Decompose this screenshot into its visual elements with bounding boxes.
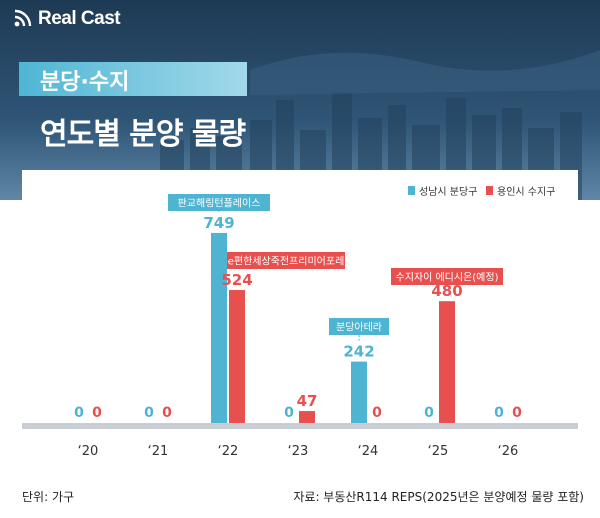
- x-tick-label: ‘24: [358, 444, 379, 459]
- x-tick-label: ‘20: [78, 444, 99, 459]
- data-label: 524: [221, 271, 252, 289]
- callout-label: 수지자이 에디시온(예정): [396, 272, 499, 284]
- data-label: 0: [162, 405, 172, 421]
- callout-box: [168, 194, 270, 211]
- region-tag: 분당·수지: [40, 70, 130, 95]
- data-label: 749: [203, 214, 234, 232]
- data-label: 242: [343, 343, 374, 361]
- page-title: 연도별 분양 물량: [40, 117, 246, 152]
- legend-swatch: [408, 186, 415, 195]
- unit-note: 단위: 가구: [22, 490, 75, 504]
- bar: [351, 361, 367, 423]
- title-highlight-band: [19, 62, 247, 96]
- signal-waves-icon: [14, 9, 32, 27]
- legend-label: 성남시 분당구: [419, 186, 477, 198]
- data-label: 0: [512, 405, 522, 421]
- callout-label: e편한세상죽전프리미어포레: [228, 256, 345, 268]
- x-tick-label: ‘26: [498, 444, 519, 459]
- data-label: 47: [297, 392, 318, 410]
- x-tick-label: ‘22: [218, 444, 239, 459]
- x-tick-label: ‘21: [148, 444, 169, 459]
- callout-box: [391, 268, 503, 285]
- data-label: 0: [74, 405, 84, 421]
- x-tick-label: ‘25: [428, 444, 449, 459]
- chart-panel: 성남시 분당구 용인시 수지구 0 0 ‘20 0 0 ‘21 749 524 ‘22 0 47 ‘23 2…: [22, 170, 578, 482]
- callout-label: 분당아테라: [336, 322, 382, 334]
- brand-logo: Real Cast: [12, 8, 121, 30]
- data-label: 0: [372, 405, 382, 421]
- data-label: 0: [424, 405, 434, 421]
- callout-box: [227, 252, 345, 269]
- data-label: 0: [494, 405, 504, 421]
- data-label: 0: [284, 405, 294, 421]
- legend-label: 용인시 수지구: [497, 186, 555, 198]
- callout-box: [329, 318, 389, 335]
- data-label: 480: [431, 282, 462, 300]
- callout-label: 판교해링턴플레이스: [178, 197, 261, 210]
- x-tick-label: ‘23: [288, 444, 309, 459]
- brand-name: Real Cast: [38, 8, 121, 29]
- data-label: 0: [92, 405, 102, 421]
- baseline-band: [22, 423, 578, 429]
- bar: [229, 290, 245, 423]
- bar: [439, 301, 455, 423]
- header-banner: Real Cast 분당·수지 연도별 분양 물량: [0, 0, 600, 200]
- data-label: 0: [144, 405, 154, 421]
- source-note: 자료: 부동산R114 REPS(2025년은 분양예정 물량 포함): [293, 490, 584, 504]
- bar: [211, 232, 227, 423]
- legend-swatch: [486, 186, 493, 195]
- bar: [299, 411, 315, 423]
